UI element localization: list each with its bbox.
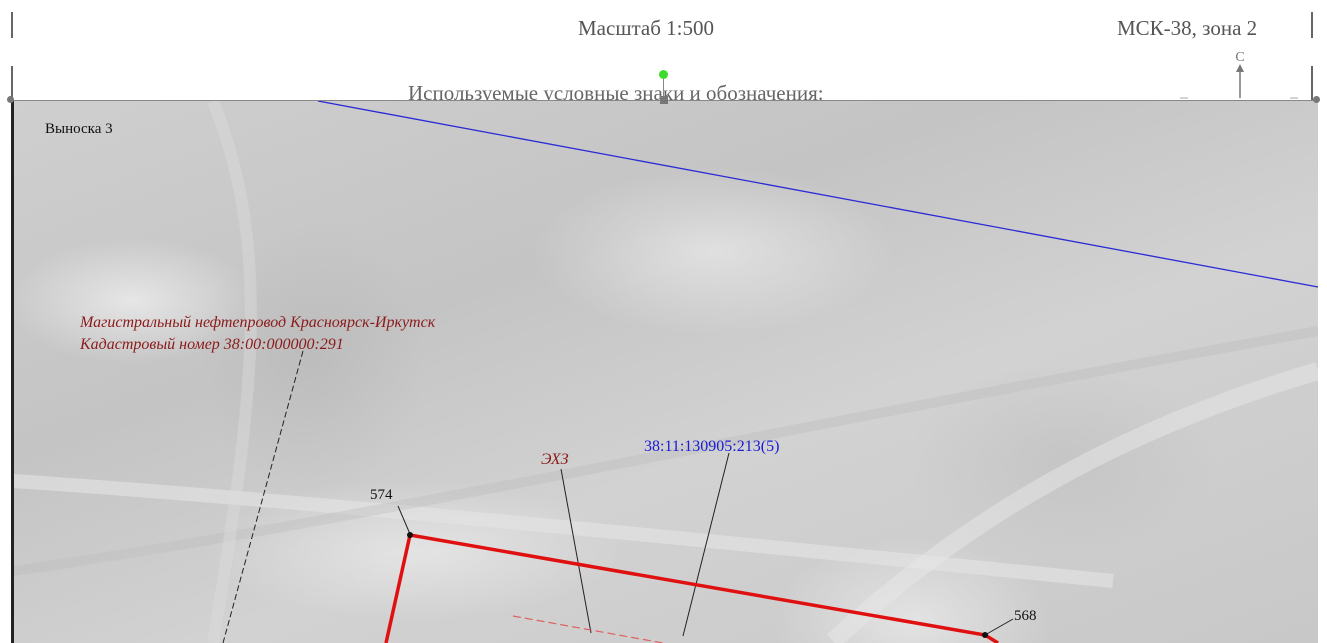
point-574-leader xyxy=(397,505,411,535)
resize-handle-right[interactable] xyxy=(1313,96,1320,103)
north-arrow-icon: С xyxy=(1180,50,1298,99)
point-568-leader xyxy=(984,618,1014,636)
zone-leader-line xyxy=(560,468,592,634)
cadastral-boundary-line xyxy=(317,101,1318,288)
point-568-label: 568 xyxy=(1014,608,1037,624)
resize-handle-left[interactable] xyxy=(7,96,14,103)
zone-boundary-line xyxy=(512,615,664,643)
parcel-label: 38:11:130905:213(5) xyxy=(644,438,779,455)
callout-title: Выноска 3 xyxy=(45,121,113,137)
header-left-bar xyxy=(11,12,13,38)
crs-label: МСК-38, зона 2 xyxy=(1117,16,1258,40)
rotate-handle[interactable] xyxy=(659,70,668,79)
point-568-marker xyxy=(982,632,988,638)
scale-label: Масштаб 1:500 xyxy=(578,16,715,40)
pipeline-cadastral-label: Кадастровый номер 38:00:000000:291 xyxy=(79,336,344,353)
zone-label: ЭХЗ xyxy=(541,451,569,468)
map-left-border xyxy=(11,101,14,643)
parcel-boundary-line xyxy=(384,532,999,643)
map-image: Выноска 3 Магистральный нефтепровод Крас… xyxy=(13,101,1318,643)
point-574-label: 574 xyxy=(370,487,393,503)
header-right-bar xyxy=(1311,12,1313,38)
parcel-leader-line xyxy=(682,452,730,637)
pipeline-name-label: Магистральный нефтепровод Красноярск-Ирк… xyxy=(79,314,436,331)
legend-right-bar xyxy=(1311,66,1313,102)
point-574-marker xyxy=(407,532,413,538)
north-letter: С xyxy=(1235,50,1244,65)
pipeline-leader-line xyxy=(222,350,304,643)
resize-handle-top[interactable] xyxy=(660,96,668,104)
map-overlay: Выноска 3 Магистральный нефтепровод Крас… xyxy=(13,101,1318,643)
legend-left-bar xyxy=(11,66,13,102)
rotate-handle-stem xyxy=(663,77,664,96)
